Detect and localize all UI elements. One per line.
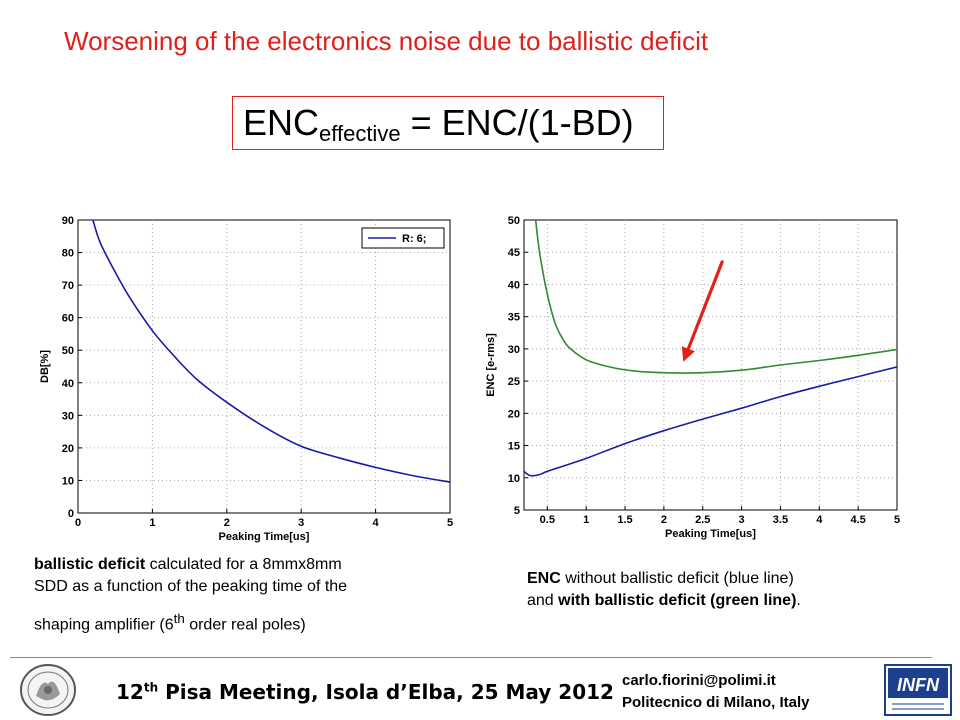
footer-meeting: 12th Pisa Meeting, Isola d’Elba, 25 May … [116,680,614,704]
y-tick-label: 40 [508,279,520,291]
series-line-0 [524,366,897,477]
politecnico-seal-logo [20,664,76,716]
x-tick-label: 1 [149,517,155,529]
y-tick-label: 20 [62,443,74,455]
caption-ballistic-deficit: ballistic deficit calculated for a 8mmx8… [34,554,464,636]
plot-area [523,219,898,511]
x-tick-label: 4 [816,514,823,526]
x-tick-label: 3 [298,517,304,529]
y-axis-label: DB[%] [39,350,51,383]
caption-left-line3-post: order real poles) [184,616,306,634]
formula-box: ENCeffective = ENC/(1-BD) [232,96,664,150]
x-tick-label: 2 [224,517,230,529]
x-tick-label: 4 [373,517,380,529]
footer-divider [10,657,932,658]
y-tick-label: 5 [514,505,520,517]
caption-right-t3: . [796,592,801,609]
caption-right-t2: and [527,592,559,609]
y-tick-label: 50 [508,215,520,227]
y-axis-label: ENC [e-rms] [485,333,497,397]
formula-subscript: effective [319,121,401,146]
legend: R: 6; [361,227,445,249]
y-tick-label: 50 [62,345,74,357]
y-tick-label: 10 [508,473,520,485]
caption-right-b2: with ballistic deficit (green line) [558,592,797,609]
y-tick-label: 90 [62,215,74,227]
x-tick-label: 3 [739,514,745,526]
y-tick-label: 40 [62,378,74,390]
x-tick-label: 0.5 [540,514,555,526]
y-tick-label: 10 [62,475,74,487]
x-tick-label: 1.5 [617,514,632,526]
x-tick-label: 2 [661,514,667,526]
legend-label: R: 6; [402,233,426,245]
y-tick-label: 80 [62,248,74,260]
y-tick-label: 30 [508,344,520,356]
footer-email: carlo.fiorini@polimi.it [622,672,776,689]
x-tick-label: 2.5 [695,514,710,526]
caption-right-enc: ENC [527,570,561,587]
y-tick-label: 60 [62,313,74,325]
infn-logo-text: INFN [897,675,940,695]
caption-left-bold: ballistic deficit [34,556,146,573]
x-tick-label: 0 [75,517,81,529]
x-tick-label: 5 [447,517,453,529]
chart-enc-vs-peaking-time: 0.5 1 1.5 2 2.5 3 3.5 4 4.5 5 5 10 15 20 25 30 35 40 45 50 P… [485,215,900,540]
footer-contact: carlo.fiorini@polimi.it Politecnico di M… [622,670,810,714]
x-tick-label: 1 [583,514,589,526]
y-tick-label: 25 [508,376,520,388]
y-tick-label: 45 [508,247,520,259]
plot-area [77,219,451,514]
caption-left-line1: calculated for a 8mmx8mm [145,556,342,573]
caption-left-line2: SDD as a function of the peaking time of… [34,578,348,595]
caption-left-line3-sup: th [173,611,185,626]
y-tick-label: 70 [62,280,74,292]
caption-left-line3-pre: shaping amplifier (6 [34,616,174,634]
infn-logo: INFN [884,664,952,716]
x-tick-label: 5 [894,514,900,526]
red-arrow-annotation [681,260,724,362]
caption-right-t1: without ballistic deficit (blue line) [560,570,794,587]
x-tick-label: 3.5 [773,514,788,526]
y-tick-label: 15 [508,441,520,453]
x-axis-label: Peaking Time[us] [219,531,310,543]
footer-affiliation: Politecnico di Milano, Italy [622,694,810,711]
y-tick-label: 30 [62,410,74,422]
x-tick-label: 4.5 [850,514,865,526]
y-tick-label: 35 [508,312,520,324]
y-tick-label: 0 [68,508,74,520]
formula-rhs: = ENC/(1-BD) [400,102,634,143]
series-line-1 [534,220,897,374]
caption-enc: ENC without ballistic deficit (blue line… [527,568,947,612]
formula-lhs: ENC [243,102,320,143]
slide-title: Worsening of the electronics noise due t… [64,26,709,56]
x-axis-label: Peaking Time[us] [665,528,756,540]
series-line-0 [92,220,450,483]
y-tick-label: 20 [508,408,520,420]
